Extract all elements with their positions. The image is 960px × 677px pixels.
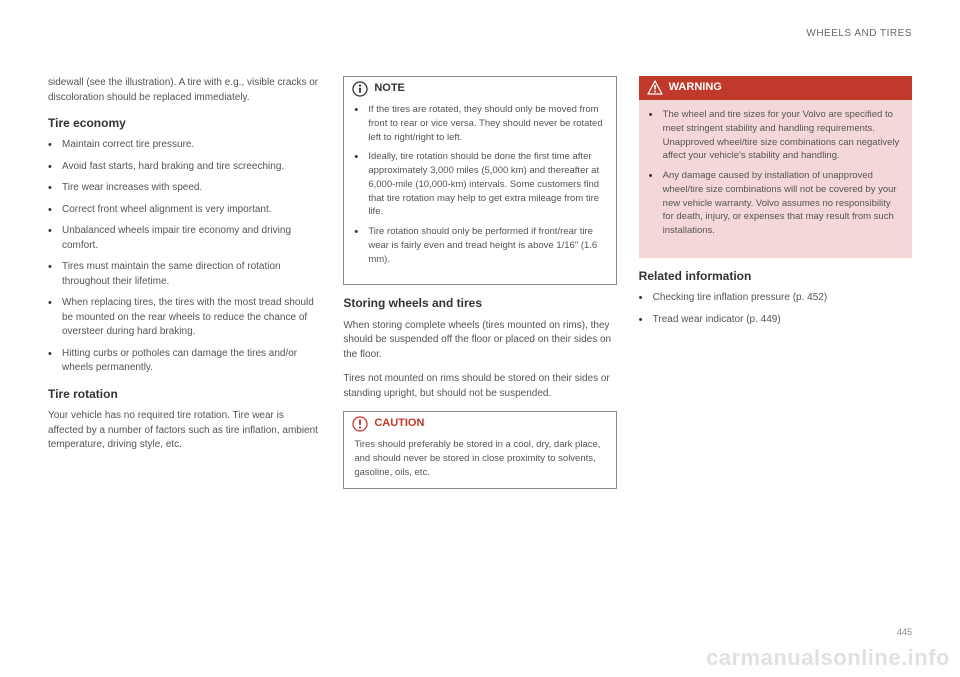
related-info-heading: Related information bbox=[639, 268, 912, 285]
watermark: carmanualsonline.info bbox=[706, 645, 950, 671]
note-label: NOTE bbox=[374, 81, 405, 97]
list-item: If the tires are rotated, they should on… bbox=[354, 103, 605, 144]
caution-header: CAUTION bbox=[344, 412, 615, 436]
list-item: Unbalanced wheels impair tire economy an… bbox=[48, 224, 321, 253]
note-body: If the tires are rotated, they should on… bbox=[344, 101, 615, 284]
storing-heading: Storing wheels and tires bbox=[343, 295, 616, 312]
list-item: Ideally, tire rotation should be done th… bbox=[354, 150, 605, 219]
page-number: 445 bbox=[897, 627, 912, 637]
list-item: Correct front wheel alignment is very im… bbox=[48, 203, 321, 218]
tire-economy-list: Maintain correct tire pressure. Avoid fa… bbox=[48, 138, 321, 376]
caution-label: CAUTION bbox=[374, 416, 424, 432]
list-item: Tread wear indicator (p. 449) bbox=[639, 313, 912, 328]
info-icon bbox=[352, 81, 368, 97]
warning-body: The wheel and tire sizes for your Volvo … bbox=[639, 100, 912, 258]
warning-box: WARNING The wheel and tire sizes for you… bbox=[639, 76, 912, 258]
list-item: Any damage caused by installation of una… bbox=[649, 169, 902, 238]
storing-p2: Tires not mounted on rims should be stor… bbox=[343, 372, 616, 401]
list-item: Avoid fast starts, hard braking and tire… bbox=[48, 160, 321, 175]
list-item: Maintain correct tire pressure. bbox=[48, 138, 321, 153]
intro-paragraph: sidewall (see the illustration). A tire … bbox=[48, 76, 321, 105]
warning-label: WARNING bbox=[669, 80, 722, 96]
manual-page: WHEELS AND TIRES sidewall (see the illus… bbox=[0, 0, 960, 677]
list-item: Tires must maintain the same direction o… bbox=[48, 260, 321, 289]
list-item: Tire rotation should only be performed i… bbox=[354, 225, 605, 266]
list-item: Hitting curbs or potholes can damage the… bbox=[48, 347, 321, 376]
note-header: NOTE bbox=[344, 77, 615, 101]
content-columns: sidewall (see the illustration). A tire … bbox=[48, 76, 912, 499]
caution-box: CAUTION Tires should preferably be store… bbox=[343, 411, 616, 488]
warning-list: The wheel and tire sizes for your Volvo … bbox=[649, 108, 902, 238]
tire-rotation-body: Your vehicle has no required tire rotati… bbox=[48, 409, 321, 453]
warning-header: WARNING bbox=[639, 76, 912, 100]
column-2: NOTE If the tires are rotated, they shou… bbox=[343, 76, 616, 499]
column-3: WARNING The wheel and tire sizes for you… bbox=[639, 76, 912, 499]
list-item: When replacing tires, the tires with the… bbox=[48, 296, 321, 340]
list-item: The wheel and tire sizes for your Volvo … bbox=[649, 108, 902, 163]
tire-rotation-heading: Tire rotation bbox=[48, 386, 321, 403]
column-1: sidewall (see the illustration). A tire … bbox=[48, 76, 321, 499]
caution-icon bbox=[352, 416, 368, 432]
warning-icon bbox=[647, 80, 663, 96]
related-info-list: Checking tire inflation pressure (p. 452… bbox=[639, 291, 912, 327]
caution-body: Tires should preferably be stored in a c… bbox=[344, 436, 615, 487]
section-header: WHEELS AND TIRES bbox=[806, 28, 912, 39]
note-box: NOTE If the tires are rotated, they shou… bbox=[343, 76, 616, 285]
list-item: Tire wear increases with speed. bbox=[48, 181, 321, 196]
tire-economy-heading: Tire economy bbox=[48, 115, 321, 132]
note-list: If the tires are rotated, they should on… bbox=[354, 103, 605, 266]
storing-p1: When storing complete wheels (tires moun… bbox=[343, 319, 616, 363]
list-item: Checking tire inflation pressure (p. 452… bbox=[639, 291, 912, 306]
